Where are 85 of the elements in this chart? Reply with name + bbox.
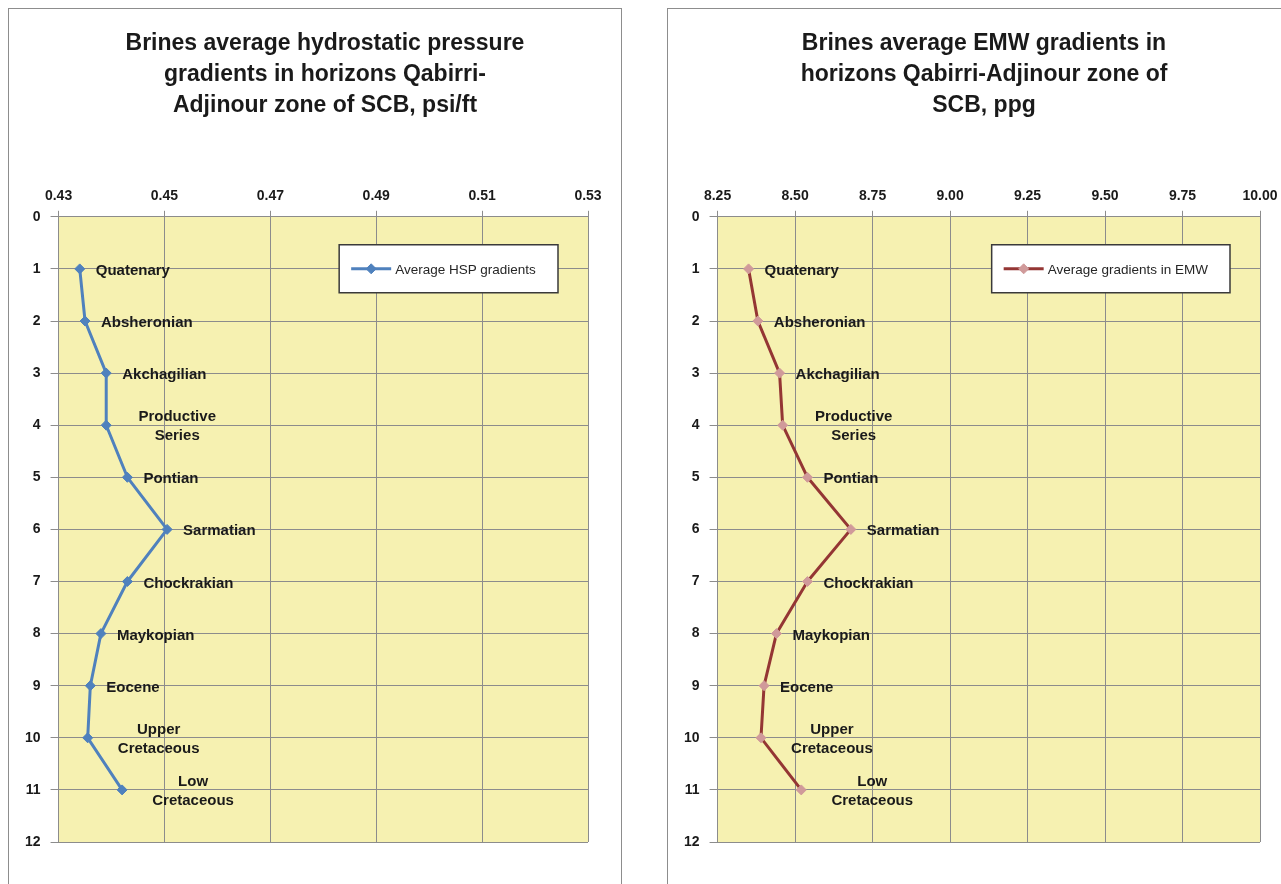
x-tick-label: 0.45 [150,187,179,204]
point [801,576,813,587]
annotation: Quatenary [764,259,839,279]
point [758,680,770,692]
legend-label: Average HSP gradients [395,261,537,277]
point [74,263,86,275]
x-tick-label: 0.51 [468,187,496,204]
y-tick-label: 8 [691,624,700,641]
point [116,784,128,796]
chart-title: Brines average hydrostatic pressure gradients in horizons Qabirri-Adjinour zone of SCB, psi/ft [124,28,526,119]
y-tick-label: 1 [691,259,700,276]
annotation: Akchagilian [122,363,207,383]
annotation: Akchagilian [795,363,880,383]
annotation: Productive Series [137,406,217,445]
y-tick-label: 0 [32,207,41,224]
point [777,419,789,431]
x-tick-label: 9.75 [1168,187,1197,204]
x-tick-label: 8.50 [781,187,809,204]
annotation: Absheronian [773,311,866,331]
point [752,315,764,327]
annotation: Upper Cretaceous [790,718,874,757]
y-tick-label: 6 [32,520,41,537]
y-tick-label: 5 [32,468,41,485]
annotation: Absheronian [101,311,193,331]
y-tick-label: 4 [32,416,41,433]
y-tick-label: 9 [691,676,700,693]
y-tick-label: 1 [32,259,41,276]
y-tick-label: 11 [684,780,700,797]
annotation: Pontian [823,467,879,487]
annotation: Pontian [143,467,199,487]
annotation: Low Cretaceous [151,770,235,809]
point [795,784,807,796]
y-tick-label: 11 [25,780,41,797]
annotation: Chockrakian [143,572,234,591]
annotation: Eocene [106,676,160,696]
point [845,523,857,535]
y-tick-label: 3 [32,363,41,380]
point [100,367,112,379]
annotation: Maykopian [116,624,195,644]
x-tick-label: 0.49 [362,187,391,204]
y-tick-label: 12 [683,832,700,849]
point [121,576,133,587]
x-tick-label: 8.25 [703,187,732,204]
x-tick-label: 0.43 [44,187,73,204]
y-tick-label: 10 [683,728,700,745]
y-tick-label: 4 [691,416,700,433]
y-tick-label: 2 [32,311,41,328]
y-tick-label: 7 [32,572,41,589]
y-tick-label: 12 [24,832,41,849]
annotation: Chockrakian [823,572,914,591]
y-tick-label: 6 [691,520,700,537]
y-tick-label: 5 [691,468,700,485]
y-tick-label: 8 [32,624,41,641]
x-tick-label: 0.53 [574,187,602,204]
annotation: Maykopian [792,624,870,644]
point [755,732,767,744]
y-tick-label: 0 [691,207,700,224]
point [774,367,786,379]
y-tick-label: 7 [691,572,700,589]
chart-title: Brines average EMW gradients in horizons Qabirri-Adjinour zone of SCB, ppg [799,28,1169,119]
y-tick-label: 10 [24,728,41,745]
y-tick-label: 2 [691,311,700,328]
point [95,628,107,640]
annotation: Sarmatian [866,519,940,539]
x-tick-label: 10.00 [1242,187,1278,204]
x-tick-label: 9.50 [1091,187,1119,204]
point [743,263,755,275]
y-tick-label: 9 [32,676,41,693]
point [121,471,133,483]
annotation: Productive Series [813,406,894,445]
y-tick-label: 3 [691,363,700,380]
annotation: Low Cretaceous [830,770,915,809]
x-tick-label: 8.75 [858,187,887,204]
point [801,471,813,483]
annotation: Upper Cretaceous [116,718,201,757]
point [770,628,782,640]
legend-label: Average gradients in EMW [1047,261,1209,277]
point [161,523,173,535]
annotation: Quatenary [95,259,170,279]
annotation: Sarmatian [183,519,256,539]
point [82,732,94,744]
x-tick-label: 9.25 [1013,187,1042,204]
annotation: Eocene [780,676,834,696]
x-tick-label: 9.00 [936,187,964,204]
x-tick-label: 0.47 [256,187,285,204]
